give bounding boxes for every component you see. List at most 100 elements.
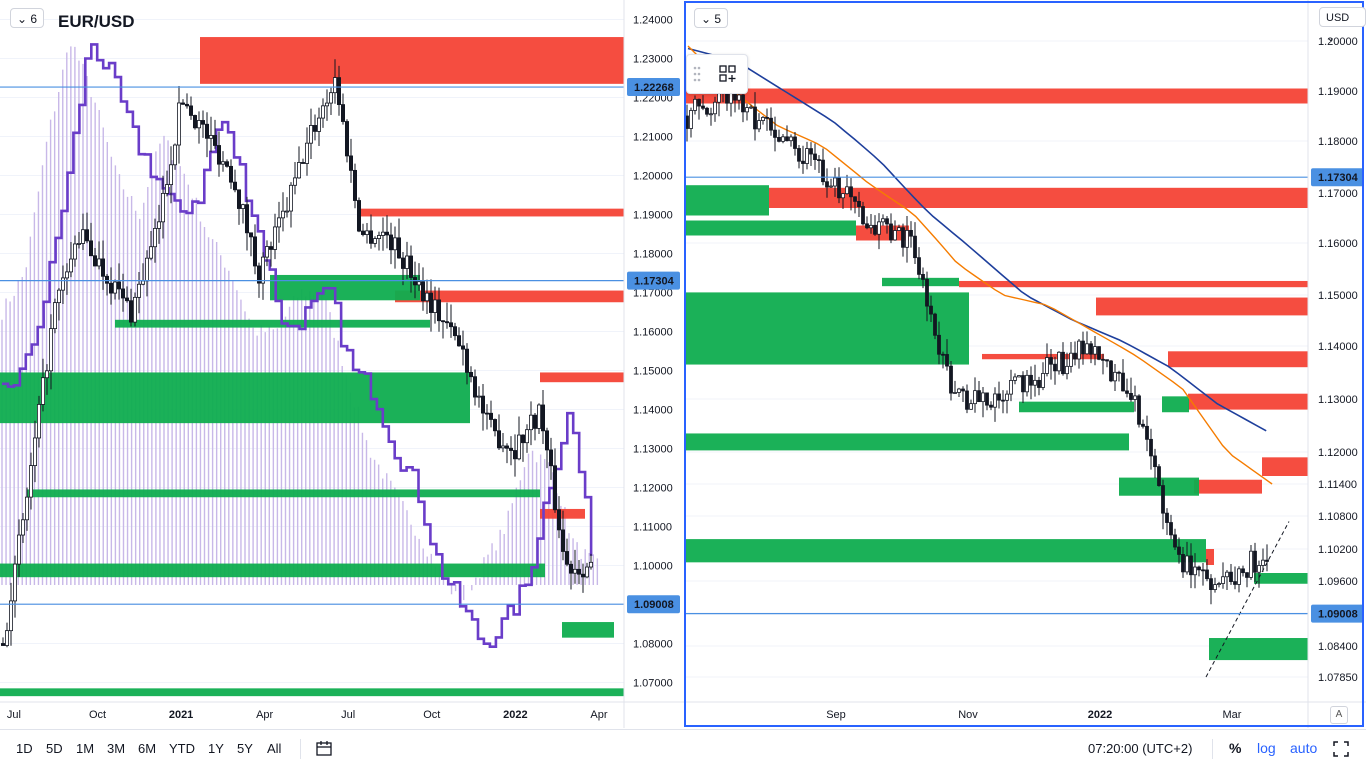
candle-body <box>1105 359 1109 362</box>
candle-body <box>1137 395 1141 425</box>
candle-body <box>737 94 741 101</box>
price-line-label: 1.17304 <box>1318 172 1359 184</box>
candle-body <box>496 430 501 449</box>
range-all-button[interactable]: All <box>267 741 282 756</box>
candle-body <box>545 430 550 451</box>
candle-body <box>833 177 837 187</box>
object-tree-icon[interactable] <box>719 65 736 82</box>
drawing-toolbar[interactable] <box>686 54 748 94</box>
price-line-tag <box>627 271 680 290</box>
candle-body <box>1177 546 1181 555</box>
candle-body <box>136 283 141 298</box>
range-ytd-button[interactable]: YTD <box>169 741 195 756</box>
candle-body <box>569 563 574 574</box>
demand-zone <box>684 433 1129 451</box>
right-chart-pane[interactable]: 1.20000 1.19000 1.18000 1.17000 1.16000 1.150… <box>684 0 1366 728</box>
left-chart-pane[interactable]: 1.24000 1.23000 1.22000 1.21000 1.20000 1.190… <box>0 0 684 728</box>
candle-body <box>37 404 42 439</box>
toolbar-icons <box>693 65 736 82</box>
candle-body <box>488 412 493 420</box>
left-collapse-button[interactable]: ⌄ 6 <box>10 8 45 28</box>
candle-body <box>101 258 106 277</box>
candle-body <box>953 392 957 394</box>
left-chart-svg[interactable]: 1.240001.230001.220001.210001.200001.190… <box>0 0 684 728</box>
log-scale-button[interactable]: log <box>1257 740 1276 756</box>
price-tick-label: 1.18000 <box>633 249 673 261</box>
candle-body <box>881 218 885 223</box>
candle-body <box>380 231 385 236</box>
candle-body <box>212 135 217 146</box>
drag-handle-icon[interactable] <box>693 66 701 82</box>
price-tick-label: 1.07850 <box>1318 672 1358 684</box>
candle-body <box>368 230 373 244</box>
candle-body <box>128 300 133 323</box>
candle-body <box>188 105 193 116</box>
auto-scale-toggle[interactable]: auto <box>1290 740 1318 756</box>
candle-body <box>1033 379 1037 386</box>
candle-body <box>208 135 213 139</box>
candle-body <box>777 136 781 142</box>
candle-body <box>172 144 177 166</box>
candle-body <box>0 643 6 646</box>
candle-body <box>20 519 25 536</box>
candle-body <box>921 273 925 280</box>
candle-body <box>709 113 713 116</box>
percent-scale-button[interactable]: % <box>1229 740 1242 756</box>
candle-body <box>416 281 421 286</box>
range-3m-button[interactable]: 3M <box>107 741 126 756</box>
right-collapse-button[interactable]: ⌄ 5 <box>694 8 729 28</box>
candle-body <box>1133 395 1137 400</box>
candle-body <box>1045 357 1049 374</box>
candle-body <box>1197 566 1201 571</box>
demand-zone <box>684 539 1206 563</box>
range-1m-button[interactable]: 1M <box>76 741 95 756</box>
candle-body <box>292 177 297 186</box>
candle-body <box>689 110 693 129</box>
supply-zone <box>360 208 624 217</box>
range-5d-button[interactable]: 5D <box>46 741 63 756</box>
chart-title: EUR/USD <box>58 12 135 31</box>
candle-body <box>408 255 413 278</box>
range-6m-button[interactable]: 6M <box>138 741 157 756</box>
candle-body <box>1253 550 1257 573</box>
price-tick-label: 1.11000 <box>633 522 672 534</box>
candle-body <box>841 193 845 199</box>
range-5y-button[interactable]: 5Y <box>237 741 253 756</box>
range-1y-button[interactable]: 1Y <box>208 741 224 756</box>
supply-zone <box>200 37 624 84</box>
candle-body <box>492 419 497 432</box>
candle-body <box>849 186 853 198</box>
candle-body <box>53 302 58 330</box>
range-1d-button[interactable]: 1D <box>16 741 33 756</box>
time-axis-label: Apr <box>256 709 273 721</box>
candle-body <box>973 390 977 405</box>
candle-body <box>1229 571 1233 582</box>
price-tick-label: 1.23000 <box>633 54 673 66</box>
candle-body <box>1113 371 1117 382</box>
candle-body <box>500 445 505 449</box>
candle-body <box>184 103 189 107</box>
candle-body <box>16 534 21 565</box>
candle-body <box>1073 352 1077 360</box>
auto-scale-button[interactable]: A <box>1330 706 1348 724</box>
candle-body <box>24 496 29 521</box>
candle-body <box>981 392 985 403</box>
price-tick-label: 1.14000 <box>1318 341 1358 353</box>
clock-readout[interactable]: 07:20:00 (UTC+2) <box>1088 741 1193 756</box>
candle-body <box>817 159 821 161</box>
candle-body <box>1241 568 1245 574</box>
candle-body <box>1069 352 1073 367</box>
currency-selector[interactable]: USD ⌄ <box>1319 7 1366 44</box>
supply-zone <box>1096 297 1308 316</box>
fullscreen-icon[interactable] <box>1333 741 1349 757</box>
candle-body <box>785 136 789 142</box>
candle-body <box>1265 559 1269 562</box>
candle-body <box>761 117 765 121</box>
price-line-label: 1.22268 <box>634 82 674 94</box>
price-tick-label: 1.10800 <box>1318 511 1358 523</box>
time-axis-label: Oct <box>89 709 106 721</box>
candle-body <box>224 161 229 167</box>
right-chart-svg[interactable]: 1.20000 1.19000 1.18000 1.17000 1.16000 1.150… <box>684 0 1366 728</box>
candle-body <box>801 160 805 164</box>
date-range-icon[interactable] <box>316 741 334 757</box>
